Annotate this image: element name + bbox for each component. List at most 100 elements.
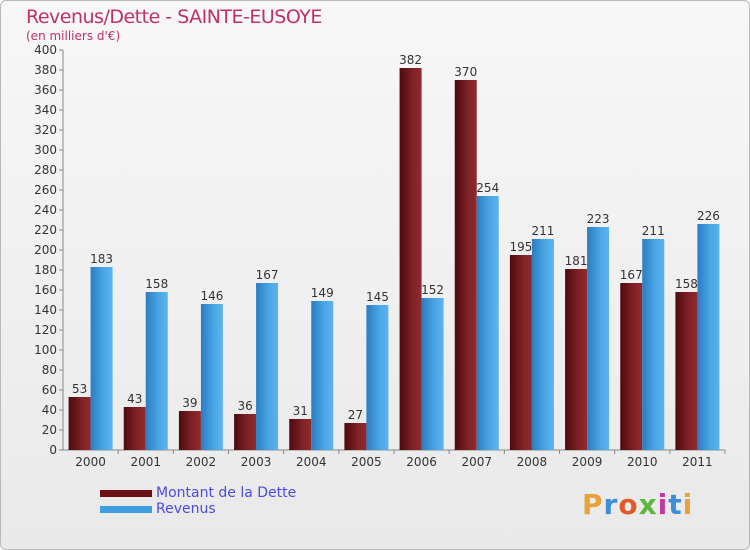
bar-revenus: [531, 239, 554, 450]
data-labels: 53 183 43 158 39 146 36 167 31 149 27 145 382 152 370 2…: [72, 53, 720, 422]
y-tick-label: 280: [34, 163, 57, 177]
bar-revenus: [200, 304, 223, 450]
data-label-revenus: 146: [200, 289, 223, 303]
y-tick-label: 220: [34, 223, 57, 237]
x-tick-label: 2005: [351, 455, 382, 469]
y-tick-label: 40: [42, 403, 57, 417]
data-label-revenus: 149: [311, 286, 334, 300]
bars: [68, 68, 720, 450]
chart-title: Revenus/Dette - SAINTE-EUSOYE: [26, 6, 322, 28]
x-tick-label: 2007: [461, 455, 492, 469]
y-tick-label: 320: [34, 123, 57, 137]
y-tick-label: 20: [42, 423, 57, 437]
data-label-revenus: 223: [587, 212, 610, 226]
x-tick-label: 2004: [296, 455, 327, 469]
bar-debt: [509, 255, 532, 450]
logo-letter: i: [657, 488, 669, 521]
logo-letter: i: [682, 488, 694, 521]
y-tick-label: 0: [49, 443, 57, 457]
bar-revenus: [311, 301, 334, 450]
bar-debt: [234, 414, 257, 450]
data-label-revenus: 145: [366, 290, 389, 304]
y-tick-label: 80: [42, 363, 57, 377]
data-label-debt: 195: [509, 240, 532, 254]
bar-debt: [454, 80, 477, 450]
y-axis: 0 20 40 60 80 100 120 140 160 180 200 220 240 260 280 3…: [34, 43, 64, 457]
legend-label-revenus: Revenus: [156, 501, 216, 517]
bar-debt: [289, 419, 312, 450]
y-tick-label: 300: [34, 143, 57, 157]
logo-letter: o: [618, 488, 639, 521]
data-label-debt: 36: [237, 399, 252, 413]
x-tick-label: 2009: [572, 455, 603, 469]
y-tick-label: 180: [34, 263, 57, 277]
y-tick-label: 400: [34, 43, 57, 57]
bar-debt: [178, 411, 201, 450]
data-label-debt: 181: [565, 254, 588, 268]
bar-debt: [675, 292, 698, 450]
bar-revenus: [476, 196, 499, 450]
bar-revenus: [421, 298, 444, 450]
data-label-debt: 31: [293, 404, 308, 418]
data-label-revenus: 211: [642, 224, 665, 238]
data-label-revenus: 226: [697, 209, 720, 223]
data-label-debt: 27: [348, 408, 363, 422]
bar-debt: [399, 68, 422, 450]
bar-revenus: [256, 283, 279, 450]
data-label-debt: 39: [182, 396, 197, 410]
data-label-revenus: 152: [421, 283, 444, 297]
bar-debt: [565, 269, 588, 450]
bar-revenus: [587, 227, 610, 450]
data-label-debt: 158: [675, 277, 698, 291]
bar-revenus: [697, 224, 720, 450]
bar-revenus: [366, 305, 389, 450]
x-axis: 2000 2001 2002 2003 2004 2005 2006 2007 2008 2009…: [63, 449, 726, 469]
x-tick-label: 2011: [682, 455, 713, 469]
y-tick-label: 240: [34, 203, 57, 217]
data-label-revenus: 167: [256, 268, 279, 282]
logo-letter: r: [603, 488, 619, 521]
bar-revenus: [642, 239, 665, 450]
legend-swatch-debt: [100, 490, 152, 497]
legend-swatch-revenus: [100, 506, 152, 513]
logo-letter: x: [638, 488, 658, 521]
logo-letter: t: [668, 488, 683, 521]
data-label-debt: 370: [454, 65, 477, 79]
data-label-debt: 382: [399, 53, 422, 67]
bar-debt: [68, 397, 91, 450]
y-tick-label: 100: [34, 343, 57, 357]
y-tick-label: 200: [34, 243, 57, 257]
data-label-debt: 53: [72, 382, 87, 396]
data-label-debt: 43: [127, 392, 142, 406]
y-tick-label: 120: [34, 323, 57, 337]
logo-letter: P: [582, 488, 604, 521]
y-tick-label: 160: [34, 283, 57, 297]
data-label-revenus: 211: [531, 224, 554, 238]
y-tick-label: 260: [34, 183, 57, 197]
data-label-revenus: 158: [145, 277, 168, 291]
bar-debt: [123, 407, 146, 450]
y-tick-label: 60: [42, 383, 57, 397]
bar-revenus: [145, 292, 168, 450]
bar-debt: [620, 283, 643, 450]
y-tick-label: 360: [34, 83, 57, 97]
x-tick-label: 2008: [517, 455, 548, 469]
x-tick-label: 2006: [406, 455, 437, 469]
proxiti-logo: Proxiti: [582, 488, 693, 521]
y-tick-label: 140: [34, 303, 57, 317]
x-tick-label: 2000: [75, 455, 106, 469]
legend-label-debt: Montant de la Dette: [156, 485, 297, 501]
bar-revenus: [90, 267, 113, 450]
data-label-revenus: 254: [476, 181, 499, 195]
x-tick-label: 2001: [130, 455, 161, 469]
x-tick-label: 2010: [627, 455, 658, 469]
y-tick-label: 380: [34, 63, 57, 77]
x-tick-label: 2003: [241, 455, 272, 469]
chart-subtitle: (en milliers d'€): [26, 29, 121, 43]
bar-debt: [344, 423, 367, 450]
y-tick-label: 340: [34, 103, 57, 117]
data-label-debt: 167: [620, 268, 643, 282]
data-label-revenus: 183: [90, 252, 113, 266]
